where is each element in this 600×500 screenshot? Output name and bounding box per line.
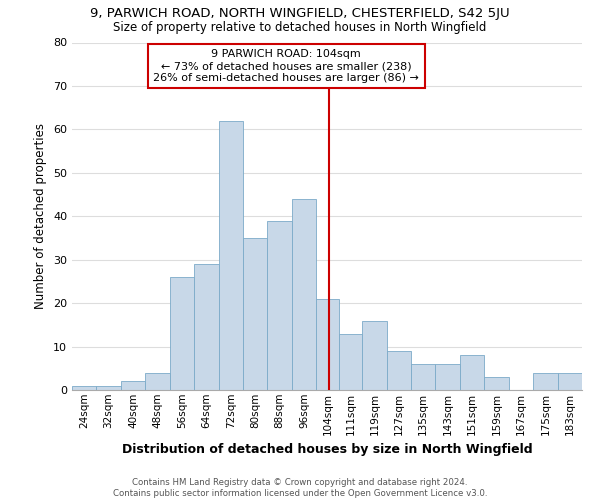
Bar xyxy=(316,299,339,390)
Bar xyxy=(484,377,509,390)
Bar xyxy=(97,386,121,390)
X-axis label: Distribution of detached houses by size in North Wingfield: Distribution of detached houses by size … xyxy=(122,443,532,456)
Bar xyxy=(292,199,316,390)
Bar xyxy=(386,351,411,390)
Text: Contains HM Land Registry data © Crown copyright and database right 2024.
Contai: Contains HM Land Registry data © Crown c… xyxy=(113,478,487,498)
Text: 9 PARWICH ROAD: 104sqm
← 73% of detached houses are smaller (238)
26% of semi-de: 9 PARWICH ROAD: 104sqm ← 73% of detached… xyxy=(153,50,419,82)
Y-axis label: Number of detached properties: Number of detached properties xyxy=(34,123,47,309)
Bar xyxy=(194,264,218,390)
Bar xyxy=(121,382,145,390)
Bar xyxy=(557,372,582,390)
Bar xyxy=(436,364,460,390)
Bar xyxy=(218,120,243,390)
Bar xyxy=(72,386,97,390)
Bar xyxy=(268,220,292,390)
Bar xyxy=(460,355,484,390)
Text: 9, PARWICH ROAD, NORTH WINGFIELD, CHESTERFIELD, S42 5JU: 9, PARWICH ROAD, NORTH WINGFIELD, CHESTE… xyxy=(90,8,510,20)
Text: Size of property relative to detached houses in North Wingfield: Size of property relative to detached ho… xyxy=(113,21,487,34)
Bar xyxy=(362,320,386,390)
Bar xyxy=(170,277,194,390)
Bar xyxy=(533,372,557,390)
Bar xyxy=(339,334,362,390)
Bar xyxy=(145,372,170,390)
Bar xyxy=(411,364,436,390)
Bar xyxy=(243,238,268,390)
